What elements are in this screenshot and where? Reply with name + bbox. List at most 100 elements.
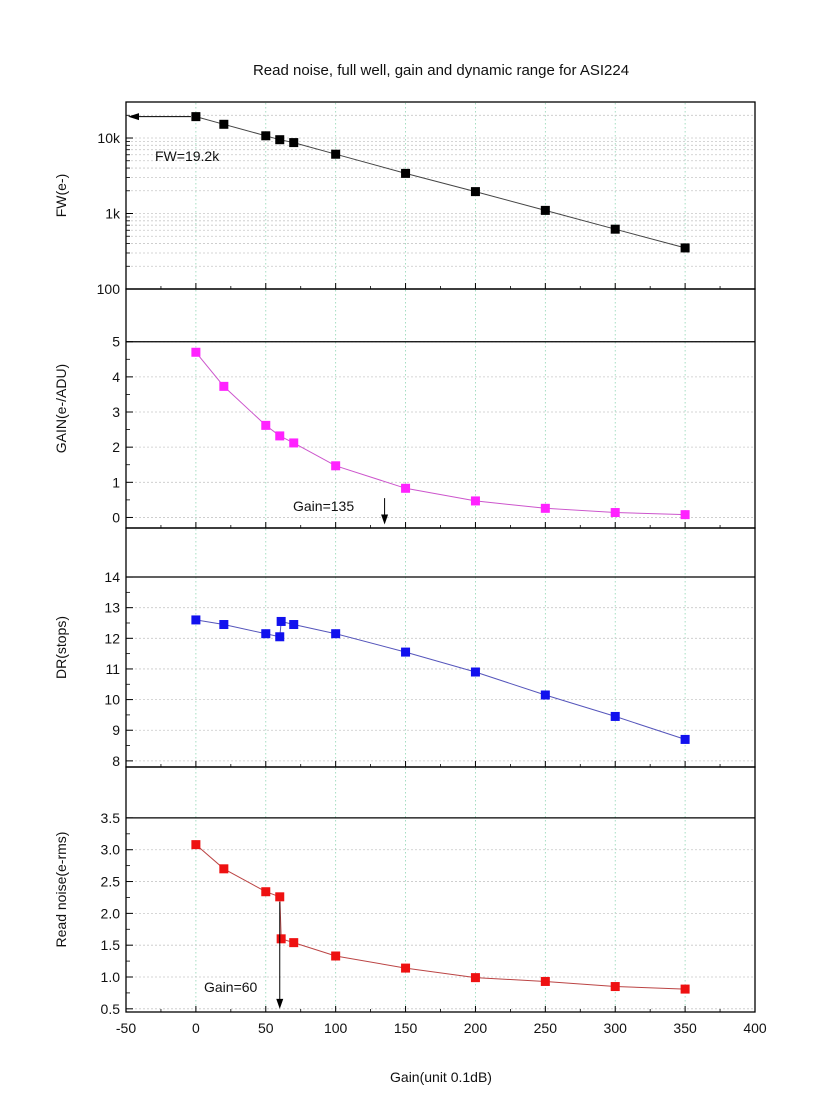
data-point-rn: [331, 951, 341, 961]
data-point-gain: [470, 496, 480, 506]
data-point-fw: [610, 224, 620, 234]
data-point-dr: [289, 620, 299, 630]
data-point-fw: [401, 168, 411, 178]
data-point-fw: [191, 112, 201, 122]
panel-rn: 0.5 1.0 1.5 2.0 2.5 3.0 3.5 Read noise(e-rms) Ga…: [53, 766, 756, 1017]
data-point-fw: [540, 205, 550, 215]
data-point-fw: [219, 119, 229, 129]
ytick-label: 100: [97, 281, 121, 297]
data-point-rn: [401, 963, 411, 973]
data-point-gain: [219, 381, 229, 391]
data-point-fw: [261, 131, 271, 141]
ytick-label: 4: [112, 369, 120, 385]
annotation-label-gain: Gain=135: [293, 498, 354, 514]
xtick-label: 400: [743, 1020, 767, 1036]
data-point-fw: [275, 135, 285, 145]
data-point-dr: [219, 620, 229, 630]
data-point-gain: [191, 347, 201, 357]
xtick-label: 250: [534, 1020, 558, 1036]
xtick-label: 50: [258, 1020, 274, 1036]
data-point-fw: [331, 149, 341, 159]
data-point-gain: [610, 508, 620, 518]
data-point-dr: [680, 734, 690, 744]
ytick-label: 3.5: [101, 810, 121, 826]
ytick-label: 11: [105, 661, 120, 677]
data-point-dr: [275, 632, 285, 642]
ytick-label: 3.0: [101, 842, 121, 858]
ytick-label: 2.0: [101, 905, 121, 921]
panel-frame: [125, 766, 756, 1013]
data-point-fw: [289, 138, 299, 148]
data-point-rn: [680, 984, 690, 994]
xtick-label: 200: [464, 1020, 488, 1036]
y-axis-label-gain: GAIN(e-/ADU): [53, 364, 69, 453]
data-point-rn: [275, 892, 285, 902]
data-point-fw: [470, 187, 480, 197]
ytick-label: 0.5: [101, 1001, 121, 1017]
annotation-arrowhead: [128, 113, 139, 121]
data-point-dr: [540, 690, 550, 700]
ytick-label: 12: [104, 630, 120, 646]
panel-frame: [125, 288, 756, 529]
data-point-rn: [289, 938, 299, 948]
data-point-rn: [219, 864, 229, 874]
data-point-gain: [261, 420, 271, 430]
data-point-dr: [470, 667, 480, 677]
data-point-rn: [470, 973, 480, 983]
xtick-label: 100: [324, 1020, 348, 1036]
panel-dr: 8 9 10 11 12 13 14 DR(stops): [53, 527, 756, 769]
ytick-label: 9: [112, 722, 120, 738]
data-point-rn: [191, 840, 201, 850]
ytick-label: 14: [104, 569, 120, 585]
ytick-label: 1k: [105, 206, 121, 222]
x-axis: -50 0 50 100 150 200 250 300 350 400: [116, 1020, 767, 1036]
ytick-label: 2.5: [101, 874, 121, 890]
y-axis-label-dr: DR(stops): [53, 616, 69, 679]
data-point-gain: [275, 431, 285, 441]
annotation-arrowhead: [381, 514, 389, 525]
ytick-label: 0: [112, 509, 120, 525]
y-axis-label-fw: FW(e-): [53, 174, 69, 218]
annotation-label-rn: Gain=60: [204, 979, 258, 995]
xtick-label: 350: [673, 1020, 697, 1036]
annotation-label-fw: FW=19.2k: [155, 148, 220, 164]
y-axis-label-rn: Read noise(e-rms): [53, 832, 69, 948]
data-point-rn: [610, 982, 620, 992]
series-line-rn: [195, 844, 686, 990]
ytick-label: 2: [112, 439, 120, 455]
ytick-label: 1.0: [101, 969, 121, 985]
xtick-label: -50: [116, 1020, 136, 1036]
data-point-fw: [680, 243, 690, 253]
panel-gain: 0 1 2 3 4 5 GAIN(e-/ADU) Gain=135: [53, 288, 756, 529]
annotation-arrowhead: [276, 998, 284, 1009]
data-point-dr: [331, 629, 341, 639]
data-point-rn: [276, 934, 286, 944]
ytick-label: 3: [112, 404, 120, 420]
ytick-label: 1.5: [101, 937, 121, 953]
data-point-dr: [276, 616, 286, 626]
xtick-label: 300: [604, 1020, 628, 1036]
xtick-label: 0: [192, 1020, 200, 1036]
data-point-dr: [401, 647, 411, 657]
data-point-gain: [540, 503, 550, 513]
data-point-rn: [261, 887, 271, 897]
series-line-dr: [195, 619, 686, 740]
xtick-label: 150: [394, 1020, 418, 1036]
data-point-gain: [289, 438, 299, 448]
ytick-label: 5: [112, 334, 120, 350]
data-point-gain: [680, 510, 690, 520]
x-axis-label: Gain(unit 0.1dB): [390, 1069, 492, 1085]
ytick-label: 13: [104, 600, 120, 616]
data-point-dr: [191, 615, 201, 625]
panels: 1001k10kFW(e-)FW=19.2k012345GAIN(e-/ADU)…: [53, 101, 756, 1017]
data-point-gain: [331, 461, 341, 471]
ytick-label: 10k: [97, 130, 121, 146]
panel-fw: 100 1k 10k FW(e-) FW=19.2k: [53, 101, 756, 297]
data-point-gain: [401, 483, 411, 493]
ytick-label: 1: [112, 474, 120, 490]
data-point-rn: [540, 976, 550, 986]
chart-title: Read noise, full well, gain and dynamic …: [253, 62, 629, 79]
panel-frame: [125, 101, 756, 290]
ytick-label: 8: [112, 753, 120, 769]
